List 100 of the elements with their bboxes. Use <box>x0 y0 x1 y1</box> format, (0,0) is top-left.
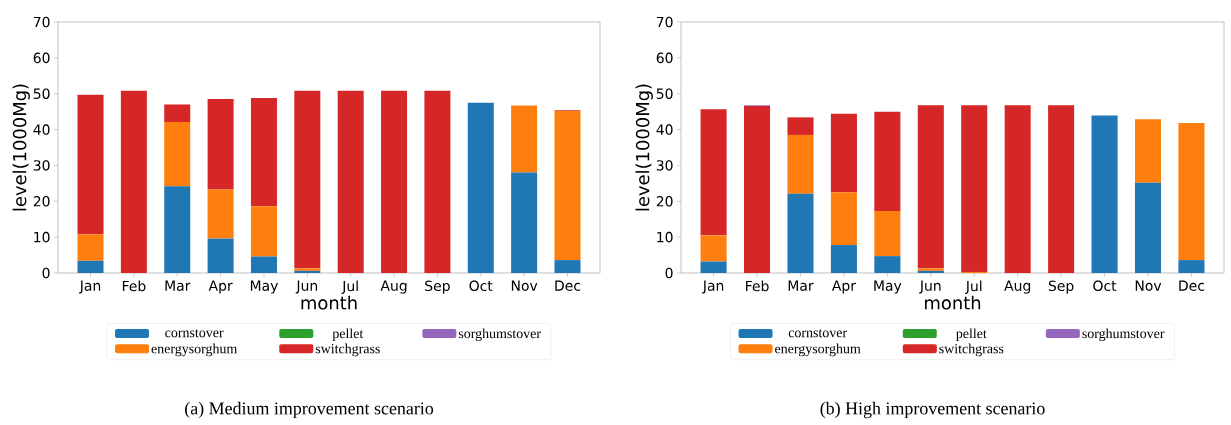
bar <box>77 94 104 235</box>
x-tick-label: Nov <box>511 280 538 291</box>
legend-label: energysorghum <box>151 343 238 357</box>
x-tick-label: Feb <box>746 280 769 292</box>
y-tick-label: 10 <box>657 231 673 243</box>
bar <box>874 111 901 211</box>
y-tick-label: 50 <box>33 88 50 99</box>
x-tick-label: May <box>874 280 902 294</box>
legend-label: energysorghum <box>775 343 861 357</box>
x-tick-label: Apr <box>831 280 856 294</box>
x-tick-label: Dec <box>555 280 581 291</box>
bar <box>874 256 901 273</box>
legend-label: cornstover <box>165 329 224 338</box>
bar <box>830 113 857 193</box>
bar <box>1048 105 1075 273</box>
x-tick-label: Feb <box>122 280 146 292</box>
y-tick-label: 50 <box>656 88 673 99</box>
bar <box>700 109 727 236</box>
y-tick-label: 70 <box>656 16 673 28</box>
bar <box>207 99 234 190</box>
bar <box>207 238 234 273</box>
x-tick-label: Jul <box>965 280 982 294</box>
bar <box>700 235 727 262</box>
bar <box>787 193 814 273</box>
y-tick-label: 0 <box>42 267 50 279</box>
bar <box>511 172 538 273</box>
y-tick-label: 10 <box>34 231 50 243</box>
legend-label: switchgrass <box>939 343 1004 357</box>
y-tick-label: 60 <box>33 52 50 64</box>
legend-label: switchgrass <box>315 343 380 357</box>
legend-label: pellet <box>956 328 987 342</box>
bar <box>511 105 538 173</box>
bar <box>554 110 581 261</box>
y-tick-label: 60 <box>656 52 673 64</box>
bar <box>424 90 451 273</box>
y-axis-title: level(1000Mg) <box>12 84 30 211</box>
bar <box>961 105 988 272</box>
bar <box>744 105 771 273</box>
x-tick-label: Oct <box>469 280 493 292</box>
bar <box>77 234 104 261</box>
x-tick-label: Jul <box>341 280 358 294</box>
y-tick-label: 0 <box>665 267 673 279</box>
y-axis-title: level(1000Mg) <box>635 84 653 211</box>
bar <box>830 245 857 273</box>
y-tick-label: 20 <box>33 196 50 207</box>
legend-label: cornstover <box>788 329 847 338</box>
bar <box>1178 260 1205 273</box>
y-tick-label: 70 <box>33 16 50 28</box>
bar <box>250 206 277 257</box>
y-tick-label: 40 <box>656 124 673 135</box>
bar <box>337 90 364 273</box>
bar <box>250 98 277 207</box>
bar <box>700 261 727 273</box>
x-tick-label: Jun <box>919 280 941 294</box>
legend-label: pellet <box>332 328 364 342</box>
bar <box>830 192 857 246</box>
y-tick-label: 30 <box>33 160 50 171</box>
x-axis-title: month <box>301 295 357 310</box>
bar <box>250 256 277 273</box>
bar <box>787 117 814 135</box>
bar <box>874 210 901 257</box>
y-tick-label: 20 <box>656 196 673 207</box>
x-tick-label: May <box>250 280 278 294</box>
legend-label: sorghumstover <box>1082 328 1165 342</box>
bar <box>1091 115 1118 273</box>
text: (a) Medium improvement scenario <box>185 401 434 419</box>
bar <box>164 122 191 187</box>
text: (b) High improvement scenario <box>820 401 1045 419</box>
x-tick-label: Jun <box>295 280 318 294</box>
x-tick-label: Apr <box>208 280 233 294</box>
x-axis-title: month <box>925 295 981 310</box>
bar <box>467 102 494 273</box>
x-tick-label: Jan <box>79 280 101 294</box>
bar <box>1134 119 1162 183</box>
bar <box>77 260 104 273</box>
x-tick-label: Mar <box>165 280 191 291</box>
bar <box>1178 123 1205 261</box>
bar <box>120 90 147 273</box>
bar <box>381 90 408 273</box>
bar <box>294 90 321 269</box>
legend-label: sorghumstover <box>458 328 541 342</box>
bar <box>164 186 191 273</box>
bar <box>787 134 814 194</box>
x-tick-label: Mar <box>788 280 814 291</box>
x-tick-label: Dec <box>1179 280 1205 291</box>
x-tick-label: Aug <box>1004 280 1031 294</box>
x-tick-label: Jan <box>702 280 724 294</box>
bar <box>164 104 191 123</box>
x-tick-label: Sep <box>1048 280 1074 294</box>
bar <box>917 105 944 269</box>
bar <box>1004 105 1031 273</box>
y-tick-label: 30 <box>656 160 673 171</box>
bar <box>1134 182 1162 273</box>
x-tick-label: Nov <box>1135 280 1162 291</box>
x-tick-label: Aug <box>380 280 407 294</box>
bar <box>207 189 234 239</box>
bar <box>554 260 581 273</box>
y-tick-label: 40 <box>33 124 50 135</box>
x-tick-label: Oct <box>1093 280 1117 292</box>
x-tick-label: Sep <box>425 280 450 294</box>
